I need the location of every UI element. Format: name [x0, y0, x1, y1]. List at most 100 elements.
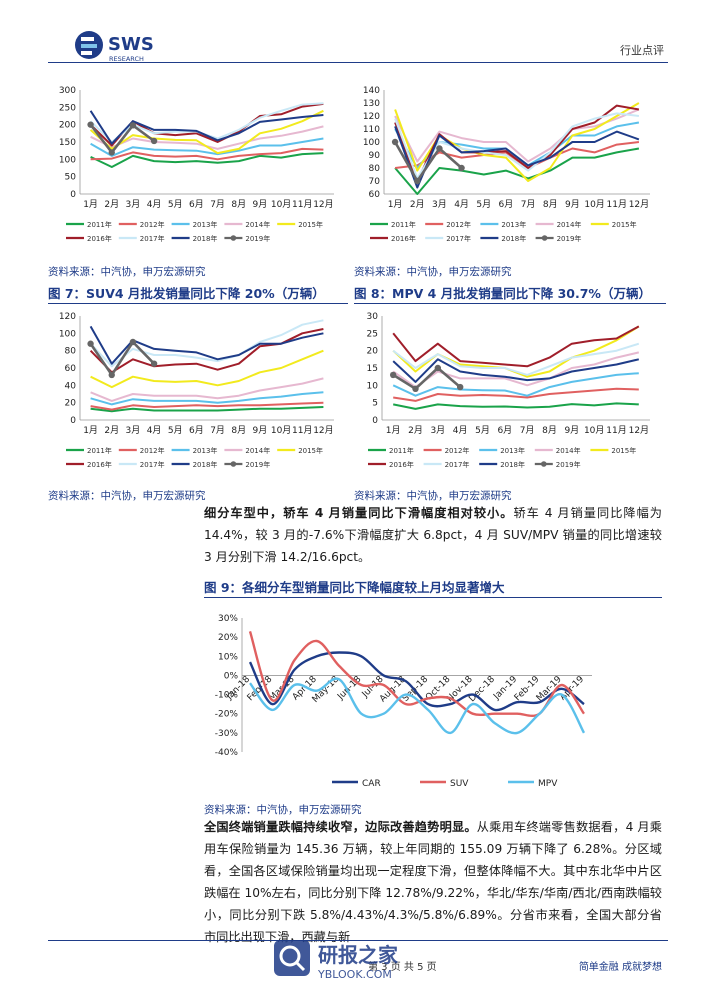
- x-tick-label: 11月: [292, 425, 312, 436]
- y-tick-label: 40: [65, 381, 77, 391]
- y-tick-label: 80: [369, 164, 381, 174]
- y-tick-label: 100: [59, 329, 76, 339]
- x-tick-label: 8月: [231, 425, 246, 436]
- x-tick-label: 4月: [147, 425, 162, 436]
- watermark-text: 研报之家: [318, 943, 399, 967]
- legend-label: 2015年: [612, 220, 637, 229]
- brand-sub-text: RESEARCH: [109, 55, 144, 63]
- legend-label: 2019年: [556, 460, 581, 469]
- legend-label: 2013年: [501, 220, 526, 229]
- x-tick-label: 12月: [629, 199, 649, 210]
- y-tick-label: 0: [70, 190, 76, 200]
- paragraph-body: 轿车 4 月销量同比降幅为 14.4%，较 3 月的-7.6%下滑幅度扩大 6.…: [204, 506, 662, 564]
- y-tick-label: 25: [367, 329, 378, 339]
- x-tick-label: 9月: [564, 425, 579, 436]
- series-line-y2011: [90, 152, 324, 168]
- series-line-y2019: [89, 123, 155, 154]
- footer-divider: [48, 940, 668, 941]
- data-point-2019: [391, 138, 399, 146]
- series-line-y2017: [392, 342, 640, 376]
- y-tick-label: 60: [369, 190, 381, 200]
- legend-label: 2012年: [446, 220, 471, 229]
- paragraph-lead: 细分车型中，轿车 4 月销量同比下滑幅度相对较小。: [204, 506, 514, 520]
- legend-label: 2015年: [298, 220, 323, 229]
- x-tick-label: 1月: [386, 425, 401, 436]
- x-tick-label: 3月: [126, 199, 141, 210]
- data-point-2019: [150, 360, 158, 367]
- legend-label: 2013年: [193, 220, 218, 229]
- x-tick-label: 10月: [271, 425, 291, 436]
- legend-label: CAR: [362, 779, 381, 789]
- series-line-y2018: [89, 325, 324, 365]
- x-tick-label: 12月: [313, 425, 333, 436]
- series-line-y2019: [393, 141, 463, 183]
- legend-label: 2015年: [611, 446, 636, 455]
- legend-label: 2019年: [245, 234, 270, 243]
- x-tick-label: 4月: [454, 199, 469, 210]
- series-line-y2014: [90, 377, 324, 402]
- x-tick-label: 8月: [542, 425, 557, 436]
- legend-label: 2017年: [446, 234, 471, 243]
- series-line-y2015: [90, 349, 324, 389]
- series-line-y2014: [394, 108, 640, 163]
- legend-label: 2012年: [140, 446, 165, 455]
- x-tick-label: 2月: [104, 199, 119, 210]
- y-tick-label: 120: [59, 312, 76, 322]
- page-header: SWS RESEARCH 行业点评: [0, 0, 702, 72]
- y-tick-label: 110: [363, 125, 380, 135]
- body-paragraph-segment: 细分车型中，轿车 4 月销量同比下滑幅度相对较小。轿车 4 月销量同比降幅为 1…: [204, 502, 662, 568]
- source-note: 资料来源：中汽协，申万宏源研究: [204, 804, 362, 816]
- x-tick-label: 5月: [168, 425, 183, 436]
- x-tick-label: 7月: [521, 199, 536, 210]
- figure-title-rule: [204, 597, 662, 598]
- series-line-y2018: [394, 126, 640, 189]
- page-number: 第 3 页 共 5 页: [368, 962, 437, 973]
- series-line-y2011: [394, 147, 640, 195]
- figure-9-title: 图 9：各细分车型销量同比下降幅度较上月均显著增大: [204, 580, 505, 595]
- y-tick-label: 10%: [218, 652, 238, 662]
- legend-label: 2012年: [140, 220, 165, 229]
- y-tick-label: 100: [59, 155, 76, 165]
- x-tick-label: 7月: [210, 425, 225, 436]
- y-tick-label: 0: [372, 416, 378, 426]
- x-tick-label: 6月: [189, 425, 204, 436]
- y-tick-label: -10%: [215, 691, 239, 701]
- x-tick-label: 5月: [475, 425, 490, 436]
- legend-marker: [541, 235, 548, 241]
- series-line-y2017: [89, 319, 324, 368]
- y-tick-label: -30%: [215, 729, 239, 739]
- series-line-y2012: [90, 147, 324, 161]
- source-note: 资料来源：中汽协，申万宏源研究: [354, 490, 512, 502]
- legend-label: 2017年: [445, 460, 470, 469]
- series-line-mpv: [249, 677, 586, 735]
- x-tick-label: 9月: [565, 199, 580, 210]
- x-tick-label: 1月: [83, 425, 98, 436]
- x-tick-label: 12月: [313, 199, 333, 210]
- y-tick-label: 30%: [218, 614, 238, 624]
- data-point-2019: [412, 385, 419, 392]
- page-footer: 第 3 页 共 5 页 简单金融 成就梦想: [0, 940, 702, 991]
- x-tick-label: 11月: [606, 425, 626, 436]
- legend-label: 2014年: [245, 220, 270, 229]
- figure-title-rule: [354, 303, 666, 304]
- paragraph-lead: 全国终端销量跌幅持续收窄，边际改善趋势明显。: [204, 820, 477, 834]
- y-tick-label: 20: [367, 347, 379, 357]
- series-line-suv: [248, 631, 585, 718]
- legend-label: 2014年: [557, 220, 582, 229]
- x-tick-label: 8月: [231, 199, 246, 210]
- x-tick-label: 12月: [629, 425, 649, 436]
- x-tick-label: 6月: [189, 199, 204, 210]
- data-point-2019: [436, 145, 443, 152]
- x-tick-label: 7月: [210, 199, 225, 210]
- x-tick-label: 10月: [584, 425, 604, 436]
- legend-label: 2018年: [193, 234, 218, 243]
- data-point-2019: [434, 364, 442, 372]
- legend-label: 2016年: [87, 234, 112, 243]
- doc-type-label: 行业点评: [620, 44, 664, 57]
- x-tick-label: 10月: [271, 199, 291, 210]
- legend-label: 2011年: [389, 446, 414, 455]
- x-tick-label: 4月: [453, 425, 468, 436]
- legend-label: 2018年: [193, 460, 218, 469]
- series-line-y2014: [392, 351, 640, 389]
- x-tick-label: 10月: [584, 199, 604, 210]
